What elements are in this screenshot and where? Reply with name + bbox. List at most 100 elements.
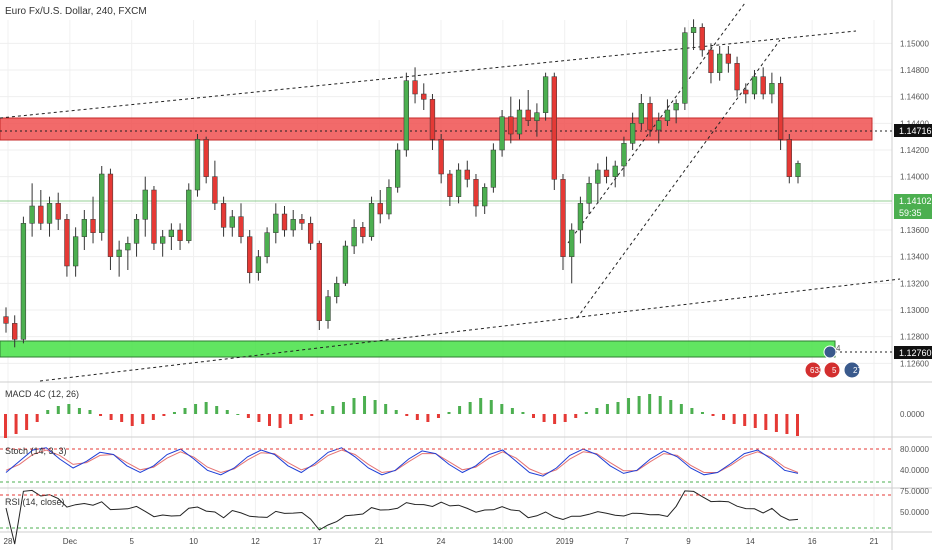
- candle-body: [316, 243, 322, 321]
- macd-bar: [373, 400, 377, 414]
- rsi-tick-50: 50.0000: [900, 508, 929, 517]
- candle-body: [647, 103, 653, 131]
- macd-bar: [363, 396, 367, 414]
- macd-bar: [194, 404, 198, 414]
- time-tick-label: 5: [129, 537, 134, 546]
- event-count-3: 5: [832, 366, 837, 375]
- candle-body: [194, 139, 201, 191]
- price-tick-label: 1.13000: [900, 306, 929, 315]
- candle-body: [499, 116, 505, 151]
- macd-bar: [99, 414, 103, 416]
- candle-body: [377, 203, 383, 215]
- economic-events[interactable]: 4 633 5 27: [804, 344, 862, 379]
- macd-bar: [679, 404, 683, 414]
- candle-body: [264, 232, 270, 257]
- macd-bar: [120, 414, 124, 422]
- stoch-d-line: [5, 449, 799, 475]
- candle-body: [795, 163, 801, 177]
- event-count-1: 4: [836, 344, 841, 353]
- macd-bar: [67, 404, 71, 414]
- macd-bar: [489, 400, 493, 414]
- time-tick-label: 9: [686, 537, 691, 546]
- macd-bar: [4, 414, 7, 438]
- candle-body: [20, 223, 27, 340]
- candle-body: [351, 227, 357, 247]
- candle-body: [238, 216, 244, 237]
- candle-body: [769, 83, 775, 95]
- candle-body: [490, 149, 497, 188]
- candle-body: [360, 227, 366, 237]
- candle-body: [612, 165, 618, 177]
- macd-bar: [669, 400, 673, 414]
- time-tick-label: 7: [624, 537, 629, 546]
- candle-body: [160, 236, 166, 244]
- macd-bar: [56, 406, 60, 414]
- candle-body: [125, 243, 131, 251]
- price-tick-label: 1.14600: [900, 93, 929, 102]
- candle-body: [46, 203, 53, 224]
- candle-body: [29, 205, 35, 224]
- macd-bar: [352, 398, 356, 414]
- candle-body: [516, 109, 523, 135]
- candle-body: [438, 139, 444, 175]
- time-tick-label: Dec: [63, 537, 77, 546]
- event-icon[interactable]: [823, 345, 837, 359]
- candle-body: [586, 183, 592, 204]
- macd-bar: [648, 394, 652, 414]
- time-axis: 28 Dec 5 10 12 17 21 24 14:00 2019 7 9 14 16 21: [4, 537, 879, 546]
- candle-body: [629, 123, 636, 144]
- resistance-zone[interactable]: [0, 117, 873, 141]
- macd-bar: [542, 414, 546, 422]
- candle-body: [743, 89, 749, 95]
- support-badge-text: 1.12760: [899, 348, 932, 358]
- candle-body: [464, 169, 470, 180]
- candle-body: [212, 176, 218, 204]
- macd-bar: [88, 410, 92, 414]
- chart-title: Euro Fx/U.S. Dollar, 240, FXCM: [5, 6, 147, 17]
- macd-bar: [584, 412, 588, 414]
- macd-bar: [225, 410, 229, 414]
- candle-body: [99, 173, 105, 233]
- price-tick-label: 1.14200: [900, 146, 929, 155]
- rsi-label: RSI (14, close): [5, 497, 65, 507]
- price-tick-label: 1.14000: [900, 173, 929, 182]
- macd-bar: [700, 412, 704, 414]
- event-count-2: 633: [810, 366, 824, 375]
- us-flag-icon[interactable]: [804, 361, 822, 379]
- price-tick-label: 1.13400: [900, 253, 929, 262]
- macd-bar: [553, 414, 557, 424]
- time-tick-label: 14: [746, 537, 755, 546]
- macd-label: MACD 4C (12, 26): [5, 389, 79, 399]
- macd-bar: [637, 396, 641, 414]
- candle-body: [12, 323, 18, 340]
- time-tick-label: 24: [437, 537, 446, 546]
- candle-body: [255, 256, 262, 273]
- candle-body: [142, 189, 148, 220]
- macd-bar: [774, 414, 778, 432]
- candle-body: [508, 116, 514, 135]
- candle-body: [299, 219, 305, 224]
- candle-body: [395, 149, 401, 188]
- candle-body: [281, 213, 288, 231]
- eu-flag-icon[interactable]: [843, 361, 861, 379]
- macd-bar: [785, 414, 789, 434]
- bar-timer-badge: [894, 207, 932, 219]
- candle-body: [273, 213, 279, 233]
- stoch-lines: [5, 447, 799, 477]
- macd-bar: [479, 398, 483, 414]
- candle-body: [551, 76, 557, 180]
- macd-bar: [299, 414, 303, 420]
- candle-body: [168, 229, 175, 237]
- macd-bar: [500, 404, 504, 414]
- time-tick-label: 2019: [556, 537, 574, 546]
- support-zone[interactable]: [0, 340, 836, 358]
- macd-bar: [215, 406, 219, 414]
- us-flag-icon[interactable]: [823, 361, 841, 379]
- candle-body: [447, 173, 453, 197]
- macd-bar: [595, 408, 599, 414]
- lower-trendline[interactable]: [39, 278, 901, 382]
- macd-bar: [563, 414, 567, 422]
- macd-bar: [468, 402, 472, 414]
